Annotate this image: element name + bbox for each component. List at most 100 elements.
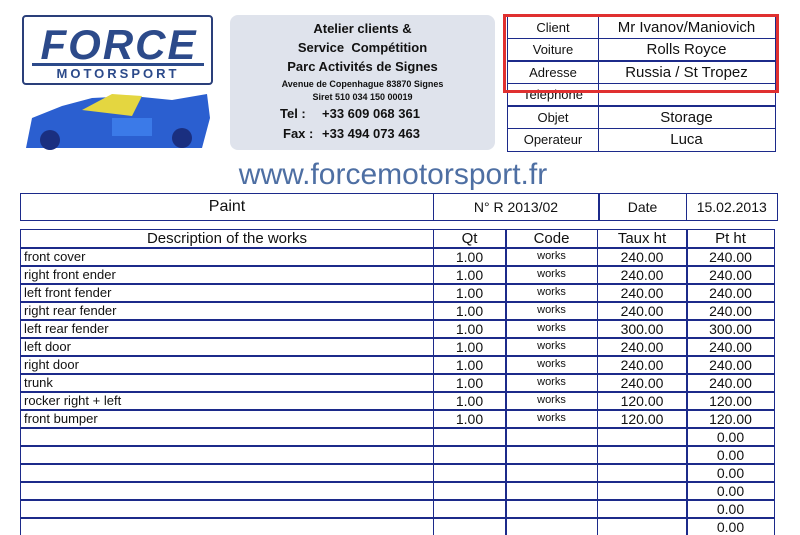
qt: 1.00 xyxy=(432,301,507,321)
pt-ht: 300.00 xyxy=(686,319,775,339)
qt xyxy=(432,481,507,501)
info-label: Adresse xyxy=(507,60,599,84)
description xyxy=(20,427,434,447)
highlight-box xyxy=(503,14,779,93)
taux-ht: 240.00 xyxy=(596,265,688,285)
taux-ht xyxy=(596,481,688,501)
company-box: Atelier clients & Service Compétition Pa… xyxy=(230,15,495,150)
info-value: Rolls Royce xyxy=(597,37,776,62)
info-value: Luca xyxy=(597,127,776,152)
fax: +33 494 073 463 xyxy=(322,126,420,141)
description: left door xyxy=(20,337,434,357)
taux-ht: 300.00 xyxy=(596,319,688,339)
header-code: Code xyxy=(505,229,598,249)
taux-ht xyxy=(596,445,688,465)
tel: +33 609 068 361 xyxy=(322,106,420,121)
info-value: Russia / St Tropez xyxy=(597,60,776,84)
taux-ht xyxy=(596,517,688,535)
taux-ht xyxy=(596,499,688,519)
code xyxy=(505,463,598,483)
qt xyxy=(432,499,507,519)
description: rocker right + left xyxy=(20,391,434,411)
code: works xyxy=(505,391,598,411)
code: works xyxy=(505,301,598,321)
taux-ht: 240.00 xyxy=(596,247,688,267)
qt xyxy=(432,463,507,483)
description: right front ender xyxy=(20,265,434,285)
pt-ht: 0.00 xyxy=(686,445,775,465)
qt: 1.00 xyxy=(432,319,507,339)
company-line: Parc Activités de Signes xyxy=(287,59,438,74)
code xyxy=(505,517,598,535)
qt: 1.00 xyxy=(432,391,507,411)
qt: 1.00 xyxy=(432,409,507,429)
description: trunk xyxy=(20,373,434,393)
info-label: Voiture xyxy=(507,37,599,62)
taux-ht xyxy=(596,427,688,447)
taux-ht: 240.00 xyxy=(596,283,688,303)
date-label: Date xyxy=(598,193,687,221)
header-taux-ht: Taux ht xyxy=(596,229,688,249)
code: works xyxy=(505,409,598,429)
description: left rear fender xyxy=(20,319,434,339)
pt-ht: 240.00 xyxy=(686,337,775,357)
code xyxy=(505,445,598,465)
taux-ht: 240.00 xyxy=(596,301,688,321)
pt-ht: 120.00 xyxy=(686,409,775,429)
pt-ht: 0.00 xyxy=(686,463,775,483)
pt-ht: 240.00 xyxy=(686,247,775,267)
website: www.forcemotorsport.fr xyxy=(238,158,548,191)
description: front cover xyxy=(20,247,434,267)
info-label: Operateur xyxy=(507,127,599,152)
code: works xyxy=(505,265,598,285)
code: works xyxy=(505,373,598,393)
info-value: Storage xyxy=(597,105,776,129)
description: front bumper xyxy=(20,409,434,429)
description xyxy=(20,499,434,519)
description xyxy=(20,463,434,483)
pt-ht: 0.00 xyxy=(686,481,775,501)
pt-ht: 0.00 xyxy=(686,427,775,447)
taux-ht: 240.00 xyxy=(596,355,688,375)
taux-ht: 240.00 xyxy=(596,337,688,357)
company-line: Service Compétition xyxy=(297,40,428,55)
pt-ht: 240.00 xyxy=(686,283,775,303)
qt: 1.00 xyxy=(432,247,507,267)
qt: 1.00 xyxy=(432,355,507,375)
date: 15.02.2013 xyxy=(685,193,778,221)
description xyxy=(20,517,434,535)
code: works xyxy=(505,247,598,267)
pt-ht: 240.00 xyxy=(686,265,775,285)
header-pt-ht: Pt ht xyxy=(686,229,775,249)
description: left front fender xyxy=(20,283,434,303)
pt-ht: 120.00 xyxy=(686,391,775,411)
description: right rear fender xyxy=(20,301,434,321)
qt: 1.00 xyxy=(432,265,507,285)
logo-brand: FORCE xyxy=(40,21,198,68)
qt: 1.00 xyxy=(432,373,507,393)
car-image xyxy=(22,88,214,152)
fax-label: Fax : xyxy=(283,126,314,141)
code: works xyxy=(505,283,598,303)
description xyxy=(20,445,434,465)
pt-ht: 0.00 xyxy=(686,499,775,519)
taux-ht: 120.00 xyxy=(596,409,688,429)
code xyxy=(505,481,598,501)
company-line: Avenue de Copenhague 83870 Signes xyxy=(281,79,444,89)
job-number: N° R 2013/02 xyxy=(432,193,600,221)
qt: 1.00 xyxy=(432,337,507,357)
qt xyxy=(432,427,507,447)
code xyxy=(505,427,598,447)
header-description: Description of the works xyxy=(20,229,434,249)
qt xyxy=(432,517,507,535)
pt-ht: 0.00 xyxy=(686,517,775,535)
description xyxy=(20,481,434,501)
company-line: Atelier clients & xyxy=(313,21,412,36)
logo-sub: MOTORSPORT xyxy=(32,63,204,81)
qt: 1.00 xyxy=(432,283,507,303)
info-value xyxy=(597,82,776,107)
job-title: Paint xyxy=(20,193,434,221)
company-line: Siret 510 034 150 00019 xyxy=(312,92,413,102)
qt xyxy=(432,445,507,465)
